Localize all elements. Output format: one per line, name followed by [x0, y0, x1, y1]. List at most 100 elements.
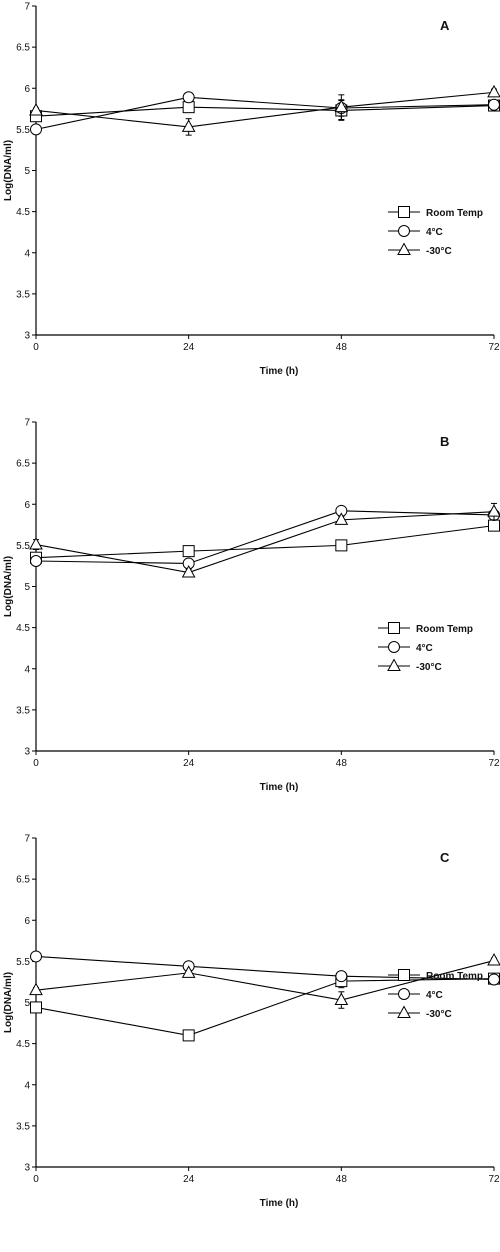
data-point-b-2-0 [29, 537, 43, 550]
panel-label-b: B [440, 434, 449, 449]
x-tick-label-c-3: 72 [488, 1174, 500, 1185]
y-tick-label-b-6: 6 [24, 500, 30, 511]
panel-label-a: A [440, 18, 450, 33]
y-tick-label-c-3: 4.5 [16, 1039, 30, 1050]
legend-label-b-0: Room Temp [416, 624, 473, 635]
series-c-2 [29, 953, 500, 1009]
data-point-c-2-3 [487, 953, 500, 966]
y-tick-label-c-7: 6.5 [16, 875, 30, 886]
y-tick-label-b-4: 5 [24, 582, 30, 593]
data-point-b-0-3 [488, 519, 500, 532]
y-tick-label-b-1: 3.5 [16, 705, 30, 716]
series-b-2 [29, 502, 500, 578]
legend-label-a-1: 4°C [426, 227, 443, 238]
y-tick-label-a-8: 7 [24, 2, 30, 13]
series-c-1 [30, 950, 500, 986]
series-line-b-2 [35, 511, 495, 574]
x-axis-label-c: Time (h) [260, 1198, 299, 1209]
y-tick-label-a-4: 5 [24, 166, 30, 177]
data-point-a-2-3 [487, 84, 500, 98]
chart-panel-a: 3 3.5 4 4.5 5 5.5 6 6.5 7 0 24 48 72 Time (h) Log(DNA/… [0, 0, 500, 416]
legend-marker-a-0 [398, 206, 410, 218]
legend-marker-c-1 [398, 988, 410, 1000]
data-point-b-0-1 [182, 545, 195, 558]
y-tick-label-a-0: 3 [24, 331, 30, 342]
y-tick-label-a-3: 4.5 [16, 207, 30, 218]
data-point-c-1-3 [488, 973, 500, 986]
y-tick-label-a-2: 4 [24, 248, 30, 259]
y-axis-label-a: Log(DNA/ml) [3, 140, 14, 201]
series-a-2 [29, 84, 500, 136]
y-axis-label-c: Log(DNA/ml) [3, 972, 14, 1033]
x-tick-label-a-1: 24 [183, 342, 195, 353]
x-tick-label-b-3: 72 [488, 758, 500, 769]
series-line-a-1 [35, 96, 495, 130]
chart-b-svg: 3 3.5 4 4.5 5 5.5 6 6.5 7 0 24 48 72 Time (h) Log(DNA/… [3, 418, 500, 793]
legend-c: Room Temp 4°C -30°C [388, 969, 483, 1020]
chart-c-svg: 3 3.5 4 4.5 5 5.5 6 6.5 7 0 24 48 72 Time (h) Log(DNA/… [3, 834, 500, 1209]
y-tick-label-c-1: 3.5 [16, 1121, 30, 1132]
data-point-b-0-2 [335, 539, 348, 552]
data-point-a-2-1 [181, 119, 196, 132]
data-point-c-0-0 [30, 1001, 42, 1014]
legend-label-a-0: Room Temp [426, 208, 483, 219]
data-point-c-2-2 [334, 992, 349, 1006]
y-tick-label-c-0: 3 [24, 1163, 30, 1174]
legend-b: Room Temp 4°C -30°C [378, 622, 473, 673]
legend-marker-b-1 [388, 641, 400, 653]
series-a-0 [30, 99, 500, 123]
y-tick-label-c-6: 6 [24, 916, 30, 927]
data-point-a-1-0 [30, 123, 42, 136]
legend-label-c-1: 4°C [426, 990, 443, 1001]
y-axis-label-b: Log(DNA/ml) [3, 556, 14, 617]
legend-label-a-2: -30°C [426, 246, 452, 257]
data-point-b-2-1 [181, 564, 196, 578]
legend-label-c-2: -30°C [426, 1009, 452, 1020]
legend-marker-b-0 [388, 622, 400, 634]
y-tick-label-a-5: 5.5 [16, 125, 30, 136]
series-line-a-2 [35, 91, 495, 128]
data-point-b-2-2 [334, 512, 349, 525]
data-point-a-2-0 [29, 102, 43, 116]
y-tick-label-a-6: 6 [24, 84, 30, 95]
series-line-c-0 [35, 978, 495, 1036]
y-tick-label-b-8: 7 [24, 418, 30, 429]
data-point-a-1-1 [182, 91, 195, 104]
legend-marker-c-0 [398, 969, 410, 981]
legend-label-b-1: 4°C [416, 643, 433, 654]
x-axis-label-b: Time (h) [260, 782, 299, 793]
data-point-a-2-2 [334, 99, 349, 113]
y-tick-label-c-8: 7 [24, 834, 30, 845]
data-point-c-0-1 [182, 1029, 195, 1042]
series-line-c-2 [35, 960, 495, 1001]
legend-marker-a-1 [398, 225, 410, 237]
legend-a: Room Temp 4°C -30°C [388, 206, 483, 257]
y-tick-label-b-2: 4 [24, 664, 30, 675]
chart-panel-b: 3 3.5 4 4.5 5 5.5 6 6.5 7 0 24 48 72 Time (h) Log(DNA/… [0, 416, 500, 832]
y-tick-label-c-5: 5.5 [16, 957, 30, 968]
chart-a-svg: 3 3.5 4 4.5 5 5.5 6 6.5 7 0 24 48 72 Time (h) Log(DNA/… [3, 2, 500, 377]
data-point-c-1-2 [335, 970, 348, 983]
data-point-c-2-0 [29, 982, 43, 996]
y-tick-label-a-7: 6.5 [16, 43, 30, 54]
x-tick-label-b-0: 0 [33, 758, 39, 769]
chart-panel-c: 3 3.5 4 4.5 5 5.5 6 6.5 7 0 24 48 72 Time (h) Log(DNA/… [0, 832, 500, 1247]
x-tick-label-b-1: 24 [183, 758, 195, 769]
data-point-a-1-3 [488, 98, 500, 111]
y-tick-label-b-0: 3 [24, 747, 30, 758]
data-point-c-2-1 [181, 965, 196, 978]
series-line-c-1 [35, 955, 495, 981]
x-tick-label-a-0: 0 [33, 342, 39, 353]
x-tick-label-a-3: 72 [488, 342, 500, 353]
x-tick-label-c-1: 24 [183, 1174, 195, 1185]
y-tick-label-c-2: 4 [24, 1080, 30, 1091]
y-tick-label-a-1: 3.5 [16, 289, 30, 300]
legend-marker-c-2 [397, 1005, 411, 1018]
y-tick-label-b-5: 5.5 [16, 541, 30, 552]
legend-label-b-2: -30°C [416, 662, 442, 673]
y-tick-label-b-3: 4.5 [16, 623, 30, 634]
x-axis-label-a: Time (h) [260, 366, 299, 377]
series-line-b-1 [35, 510, 495, 565]
y-tick-label-c-4: 5 [24, 998, 30, 1009]
x-tick-label-a-2: 48 [336, 342, 348, 353]
